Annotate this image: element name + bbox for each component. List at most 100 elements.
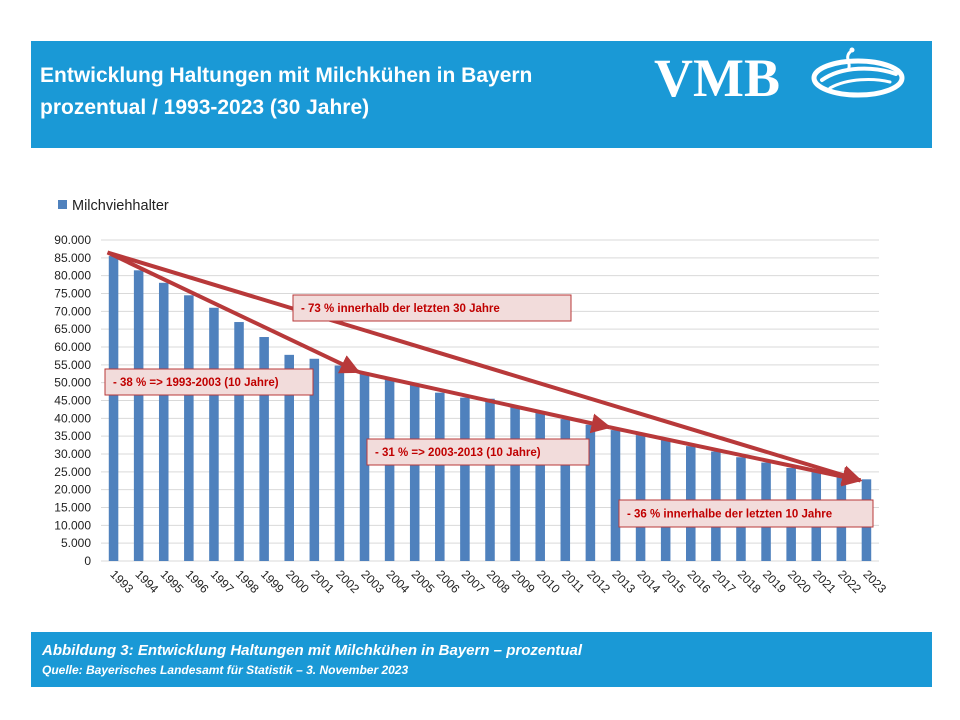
source-note: Quelle: Bayerisches Landesamt für Statis… xyxy=(42,663,409,677)
x-tick-label: 2013 xyxy=(609,567,638,596)
title-line-1: Entwicklung Haltungen mit Milchkühen in … xyxy=(40,64,533,87)
y-tick-label: 85.000 xyxy=(54,251,91,265)
bar xyxy=(610,430,621,561)
y-tick-label: 90.000 xyxy=(54,233,91,247)
x-tick-label: 2020 xyxy=(785,567,814,596)
annotation-box: - 31 % => 2003-2013 (10 Jahre) xyxy=(366,438,590,466)
annotation-background xyxy=(104,368,314,396)
annotation-text: - 38 % => 1993-2003 (10 Jahre) xyxy=(113,377,279,389)
x-tick-label: 2006 xyxy=(434,567,463,596)
y-tick-label: 75.000 xyxy=(54,287,91,301)
logo-text: VMB xyxy=(654,48,780,108)
y-tick-label: 65.000 xyxy=(54,322,91,336)
y-tick-label: 70.000 xyxy=(54,304,91,318)
bar xyxy=(460,397,470,561)
bar xyxy=(435,392,445,561)
y-tick-label: 45.000 xyxy=(54,394,91,408)
annotation-box: - 73 % innerhalb der letzten 30 Jahre xyxy=(292,294,572,322)
annotation-text: - 31 % => 2003-2013 (10 Jahre) xyxy=(375,447,541,459)
legend: Milchviehhalter xyxy=(58,198,169,214)
x-tick-label: 1995 xyxy=(158,567,187,596)
y-tick-label: 20.000 xyxy=(54,483,91,497)
annotation-text: - 73 % innerhalb der letzten 30 Jahre xyxy=(301,303,500,315)
y-tick-label: 15.000 xyxy=(54,501,91,515)
annotation-background xyxy=(366,438,590,466)
title-line-2: prozentual / 1993-2023 (30 Jahre) xyxy=(40,96,370,119)
bar xyxy=(409,383,420,561)
vmb-logo: VMB xyxy=(654,47,905,108)
y-tick-label: 55.000 xyxy=(54,358,91,372)
bar xyxy=(309,358,320,561)
bar xyxy=(259,337,269,561)
bar xyxy=(635,435,646,561)
annotations: - 73 % innerhalb der letzten 30 Jahre - 3… xyxy=(104,294,874,528)
bar xyxy=(384,379,395,561)
bar xyxy=(359,372,370,561)
bar xyxy=(184,295,194,561)
y-tick-label: 50.000 xyxy=(54,376,91,390)
y-tick-label: 5.000 xyxy=(61,536,91,550)
x-tick-label: 2018 xyxy=(735,567,764,596)
y-tick-label: 25.000 xyxy=(54,465,91,479)
annotation-box: - 36 % innerhalbe der letzten 10 Jahre xyxy=(618,499,874,528)
trend-arrow xyxy=(358,370,612,434)
x-tick-label: 1998 xyxy=(233,567,262,596)
bar xyxy=(560,419,571,561)
y-tick-label: 30.000 xyxy=(54,447,91,461)
x-tick-label: 1996 xyxy=(183,567,212,596)
x-tick-label: 1993 xyxy=(107,567,136,596)
bar xyxy=(334,365,345,561)
y-tick-label: 10.000 xyxy=(54,518,91,532)
figure-caption: Abbildung 3: Entwicklung Haltungen mit M… xyxy=(42,642,583,659)
x-tick-label: 2021 xyxy=(810,567,839,596)
x-tick-label: 2001 xyxy=(308,567,337,596)
x-tick-label: 2002 xyxy=(333,567,362,596)
x-tick-label: 1997 xyxy=(208,567,237,596)
x-tick-label: 2000 xyxy=(283,567,312,596)
x-tick-label: 2017 xyxy=(710,567,739,596)
bar xyxy=(133,270,144,561)
annotation-background xyxy=(618,499,874,528)
chart-panel: 0 5.000 10.000 15.000 20.000 25.000 30.000 35.0… xyxy=(31,148,932,632)
y-tick-label: 0 xyxy=(84,554,91,568)
x-tick-label: 2004 xyxy=(383,567,412,596)
trend-arrows xyxy=(106,250,863,487)
x-tick-label: 2007 xyxy=(459,567,488,596)
trend-arrow xyxy=(106,250,863,485)
x-tick-label: 2008 xyxy=(484,567,513,596)
x-axis-ticks: 1993199419951996199719981999200020012002… xyxy=(107,567,889,596)
x-tick-label: 2015 xyxy=(660,567,689,596)
trend-arrow xyxy=(106,250,361,374)
legend-swatch xyxy=(58,200,67,209)
x-tick-label: 1994 xyxy=(133,567,162,596)
x-tick-label: 2014 xyxy=(634,567,663,596)
x-tick-label: 2012 xyxy=(584,567,613,596)
trend-arrow xyxy=(609,425,863,487)
x-tick-label: 2003 xyxy=(358,567,387,596)
x-tick-label: 2011 xyxy=(559,567,587,595)
x-tick-label: 2005 xyxy=(409,567,438,596)
page-title: Entwicklung Haltungen mit Milchkühen in … xyxy=(40,60,640,124)
x-tick-label: 2022 xyxy=(835,567,864,596)
bar xyxy=(485,398,495,561)
bar-chart: 0 5.000 10.000 15.000 20.000 25.000 30.000 35.0… xyxy=(54,198,889,596)
y-tick-label: 80.000 xyxy=(54,269,91,283)
x-tick-label: 2023 xyxy=(860,567,889,596)
y-tick-label: 60.000 xyxy=(54,340,91,354)
y-tick-label: 40.000 xyxy=(54,411,91,425)
x-tick-label: 2010 xyxy=(534,567,563,596)
x-tick-label: 2016 xyxy=(685,567,714,596)
legend-label: Milchviehhalter xyxy=(72,198,169,214)
bars xyxy=(108,256,872,561)
annotation-box: - 38 % => 1993-2003 (10 Jahre) xyxy=(104,368,314,396)
x-tick-label: 1999 xyxy=(258,567,287,596)
annotation-text: - 36 % innerhalbe der letzten 10 Jahre xyxy=(627,509,832,521)
bar xyxy=(234,322,244,561)
bar xyxy=(209,307,219,561)
y-tick-label: 35.000 xyxy=(54,429,91,443)
bar xyxy=(284,354,294,561)
bar xyxy=(158,282,169,561)
y-axis-ticks: 0 5.000 10.000 15.000 20.000 25.000 30.000 35.0… xyxy=(54,233,91,568)
bar xyxy=(585,424,596,561)
footer: Abbildung 3: Entwicklung Haltungen mit M… xyxy=(42,641,582,679)
